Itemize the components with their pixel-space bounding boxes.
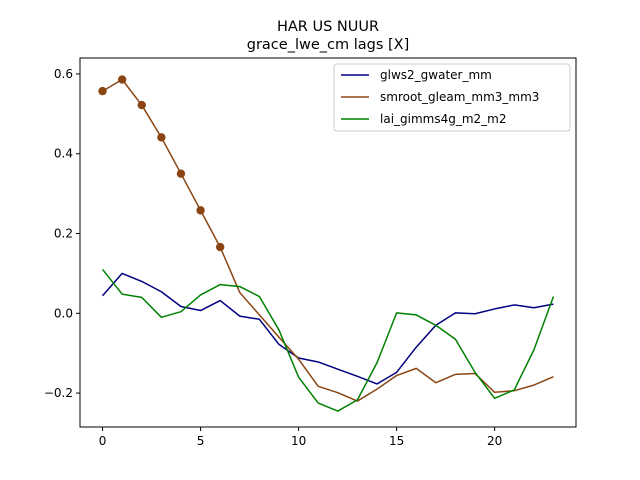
x-tick-label: 20 [487,434,502,448]
y-tick-label: 0.2 [54,227,73,241]
y-tick-label: −0.2 [44,386,73,400]
x-axis: 0 5 10 15 20 [99,427,502,448]
legend-label-1: smroot_gleam_mm3_mm3 [380,90,539,104]
series-marker-1-6 [215,242,225,252]
legend-label-0: glws2_gwater_mm [380,68,492,82]
y-tick-label: 0.0 [54,306,73,320]
legend-box [333,63,571,132]
plot-frame [79,57,577,428]
series-line-0 [101,272,554,385]
chart-title: HAR US NUUR [277,19,379,35]
y-axis: −0.2 0.0 0.2 0.4 0.6 [44,67,80,400]
series-marker-1-4 [176,169,186,178]
chart-subtitle: grace_lwe_cm lags [X] [247,37,410,53]
legend: glws2_gwater_mm smroot_gleam_mm3_mm3 lai_g… [333,63,571,132]
series-marker-1-3 [157,133,166,142]
series-marker-1-5 [196,206,205,215]
y-tick-label: 0.6 [54,67,73,81]
series-marker-1-0 [98,86,107,96]
series-line-2 [101,268,555,412]
series-marker-1-2 [137,100,146,110]
x-tick-label: 15 [389,434,404,448]
x-tick-label: 5 [197,434,205,448]
plot-lines [98,75,555,412]
y-tick-label: 0.4 [54,147,73,161]
x-tick-label: 10 [291,434,306,448]
legend-label-2: lai_gimms4g_m2_m2 [380,112,507,126]
series-marker-1-1 [117,75,127,84]
x-tick-label: 0 [99,434,107,448]
